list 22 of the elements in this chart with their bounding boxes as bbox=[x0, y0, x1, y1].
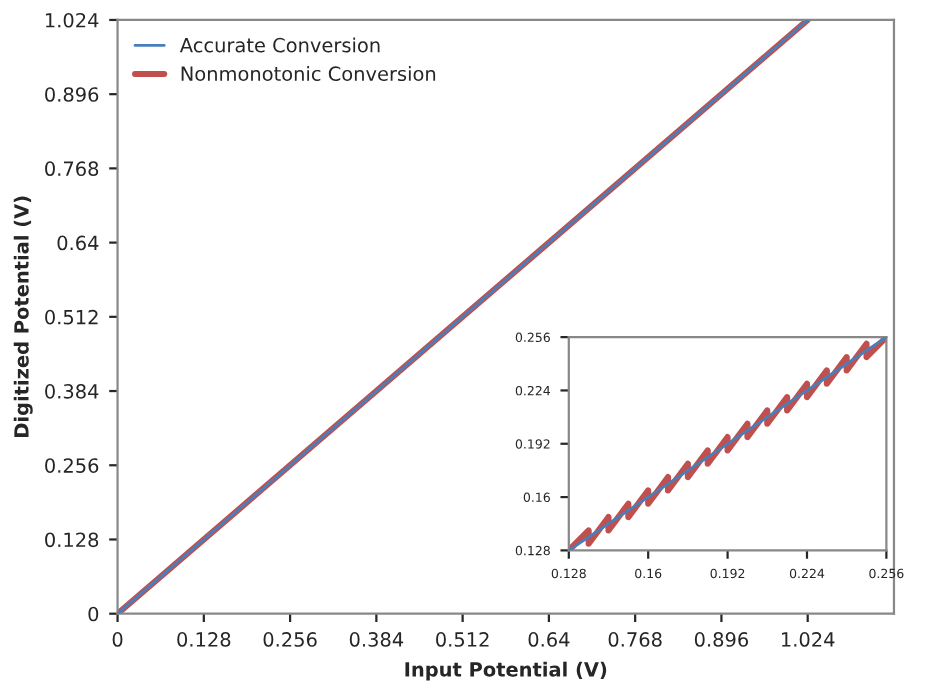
x-tick-label: 0.384 bbox=[349, 632, 404, 647]
y-tick-label: 0.896 bbox=[45, 87, 99, 102]
y-tick-label: 1.024 bbox=[45, 12, 99, 28]
y-tick-label: 0.128 bbox=[45, 532, 99, 548]
x-axis-title: Input Potential (V) bbox=[405, 661, 607, 681]
y-tick-label: 0.64 bbox=[57, 235, 99, 251]
legend-label: Nonmonotonic Conversion bbox=[181, 65, 436, 82]
x-tick-label: 0.256 bbox=[263, 632, 317, 647]
x-tick-label: 0.128 bbox=[177, 632, 231, 647]
x-tick-label: 1.024 bbox=[782, 632, 835, 647]
x-tick-label: 0.768 bbox=[608, 632, 662, 647]
y-tick-label: 0.384 bbox=[45, 384, 99, 399]
x-tick-label: 0 bbox=[112, 632, 123, 647]
y-tick-label: 0 bbox=[88, 606, 99, 622]
x-tick-label: 0.512 bbox=[436, 632, 489, 647]
legend-label: Accurate Conversion bbox=[179, 37, 380, 53]
x-tick-label: 0.896 bbox=[694, 632, 749, 647]
y-tick-label: 0.512 bbox=[45, 309, 98, 325]
y-tick-label: 0.768 bbox=[45, 161, 99, 177]
y-tick-label: 0.256 bbox=[45, 458, 99, 473]
y-axis-title: Digitized Potential (V) bbox=[13, 196, 33, 437]
x-tick-label: 0.64 bbox=[528, 632, 570, 647]
